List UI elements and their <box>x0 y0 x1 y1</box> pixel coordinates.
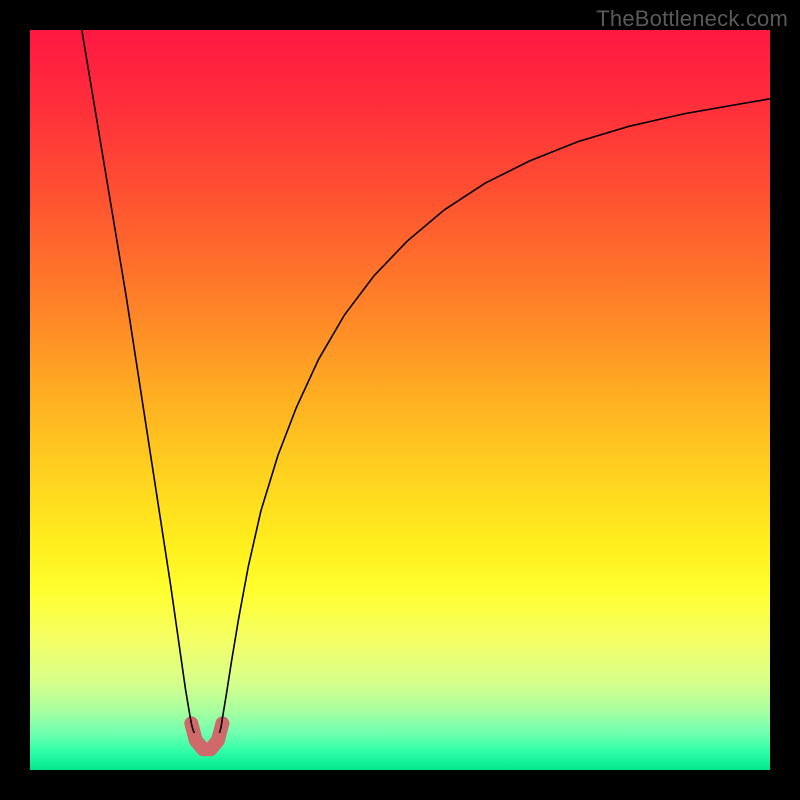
bottleneck-curve <box>30 30 770 770</box>
figure-frame: TheBottleneck.com <box>0 0 800 800</box>
valley-marker <box>191 723 222 749</box>
plot-area <box>30 30 770 770</box>
curve-right-branch <box>219 99 770 733</box>
watermark-text: TheBottleneck.com <box>596 6 788 32</box>
curve-left-branch <box>82 30 194 733</box>
